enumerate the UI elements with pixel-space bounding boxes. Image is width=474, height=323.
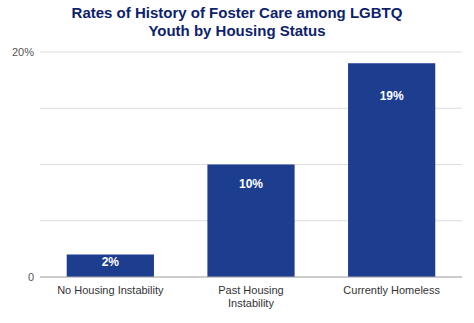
x-tick-label: Past HousingInstability bbox=[218, 284, 283, 309]
y-tick-label: 0 bbox=[28, 271, 34, 283]
data-label: 10% bbox=[239, 177, 263, 191]
chart: Rates of History of Foster Care among LG… bbox=[0, 0, 474, 323]
bars bbox=[67, 63, 436, 277]
data-label: 2% bbox=[102, 255, 120, 269]
bar bbox=[207, 165, 294, 278]
bar bbox=[67, 255, 154, 278]
data-label: 19% bbox=[380, 89, 404, 103]
grid bbox=[40, 52, 462, 277]
chart-container: Rates of History of Foster Care among LG… bbox=[0, 0, 474, 323]
grid-line bbox=[40, 52, 462, 53]
y-tick-label: 20% bbox=[12, 46, 34, 58]
x-tick-label: Currently Homeless bbox=[343, 284, 440, 296]
x-tick-label: No Housing Instability bbox=[57, 284, 164, 296]
bar bbox=[348, 63, 435, 277]
x-axis-line bbox=[40, 277, 462, 278]
title: Rates of History of Foster Care among LG… bbox=[72, 4, 403, 39]
grid-line bbox=[40, 277, 462, 278]
